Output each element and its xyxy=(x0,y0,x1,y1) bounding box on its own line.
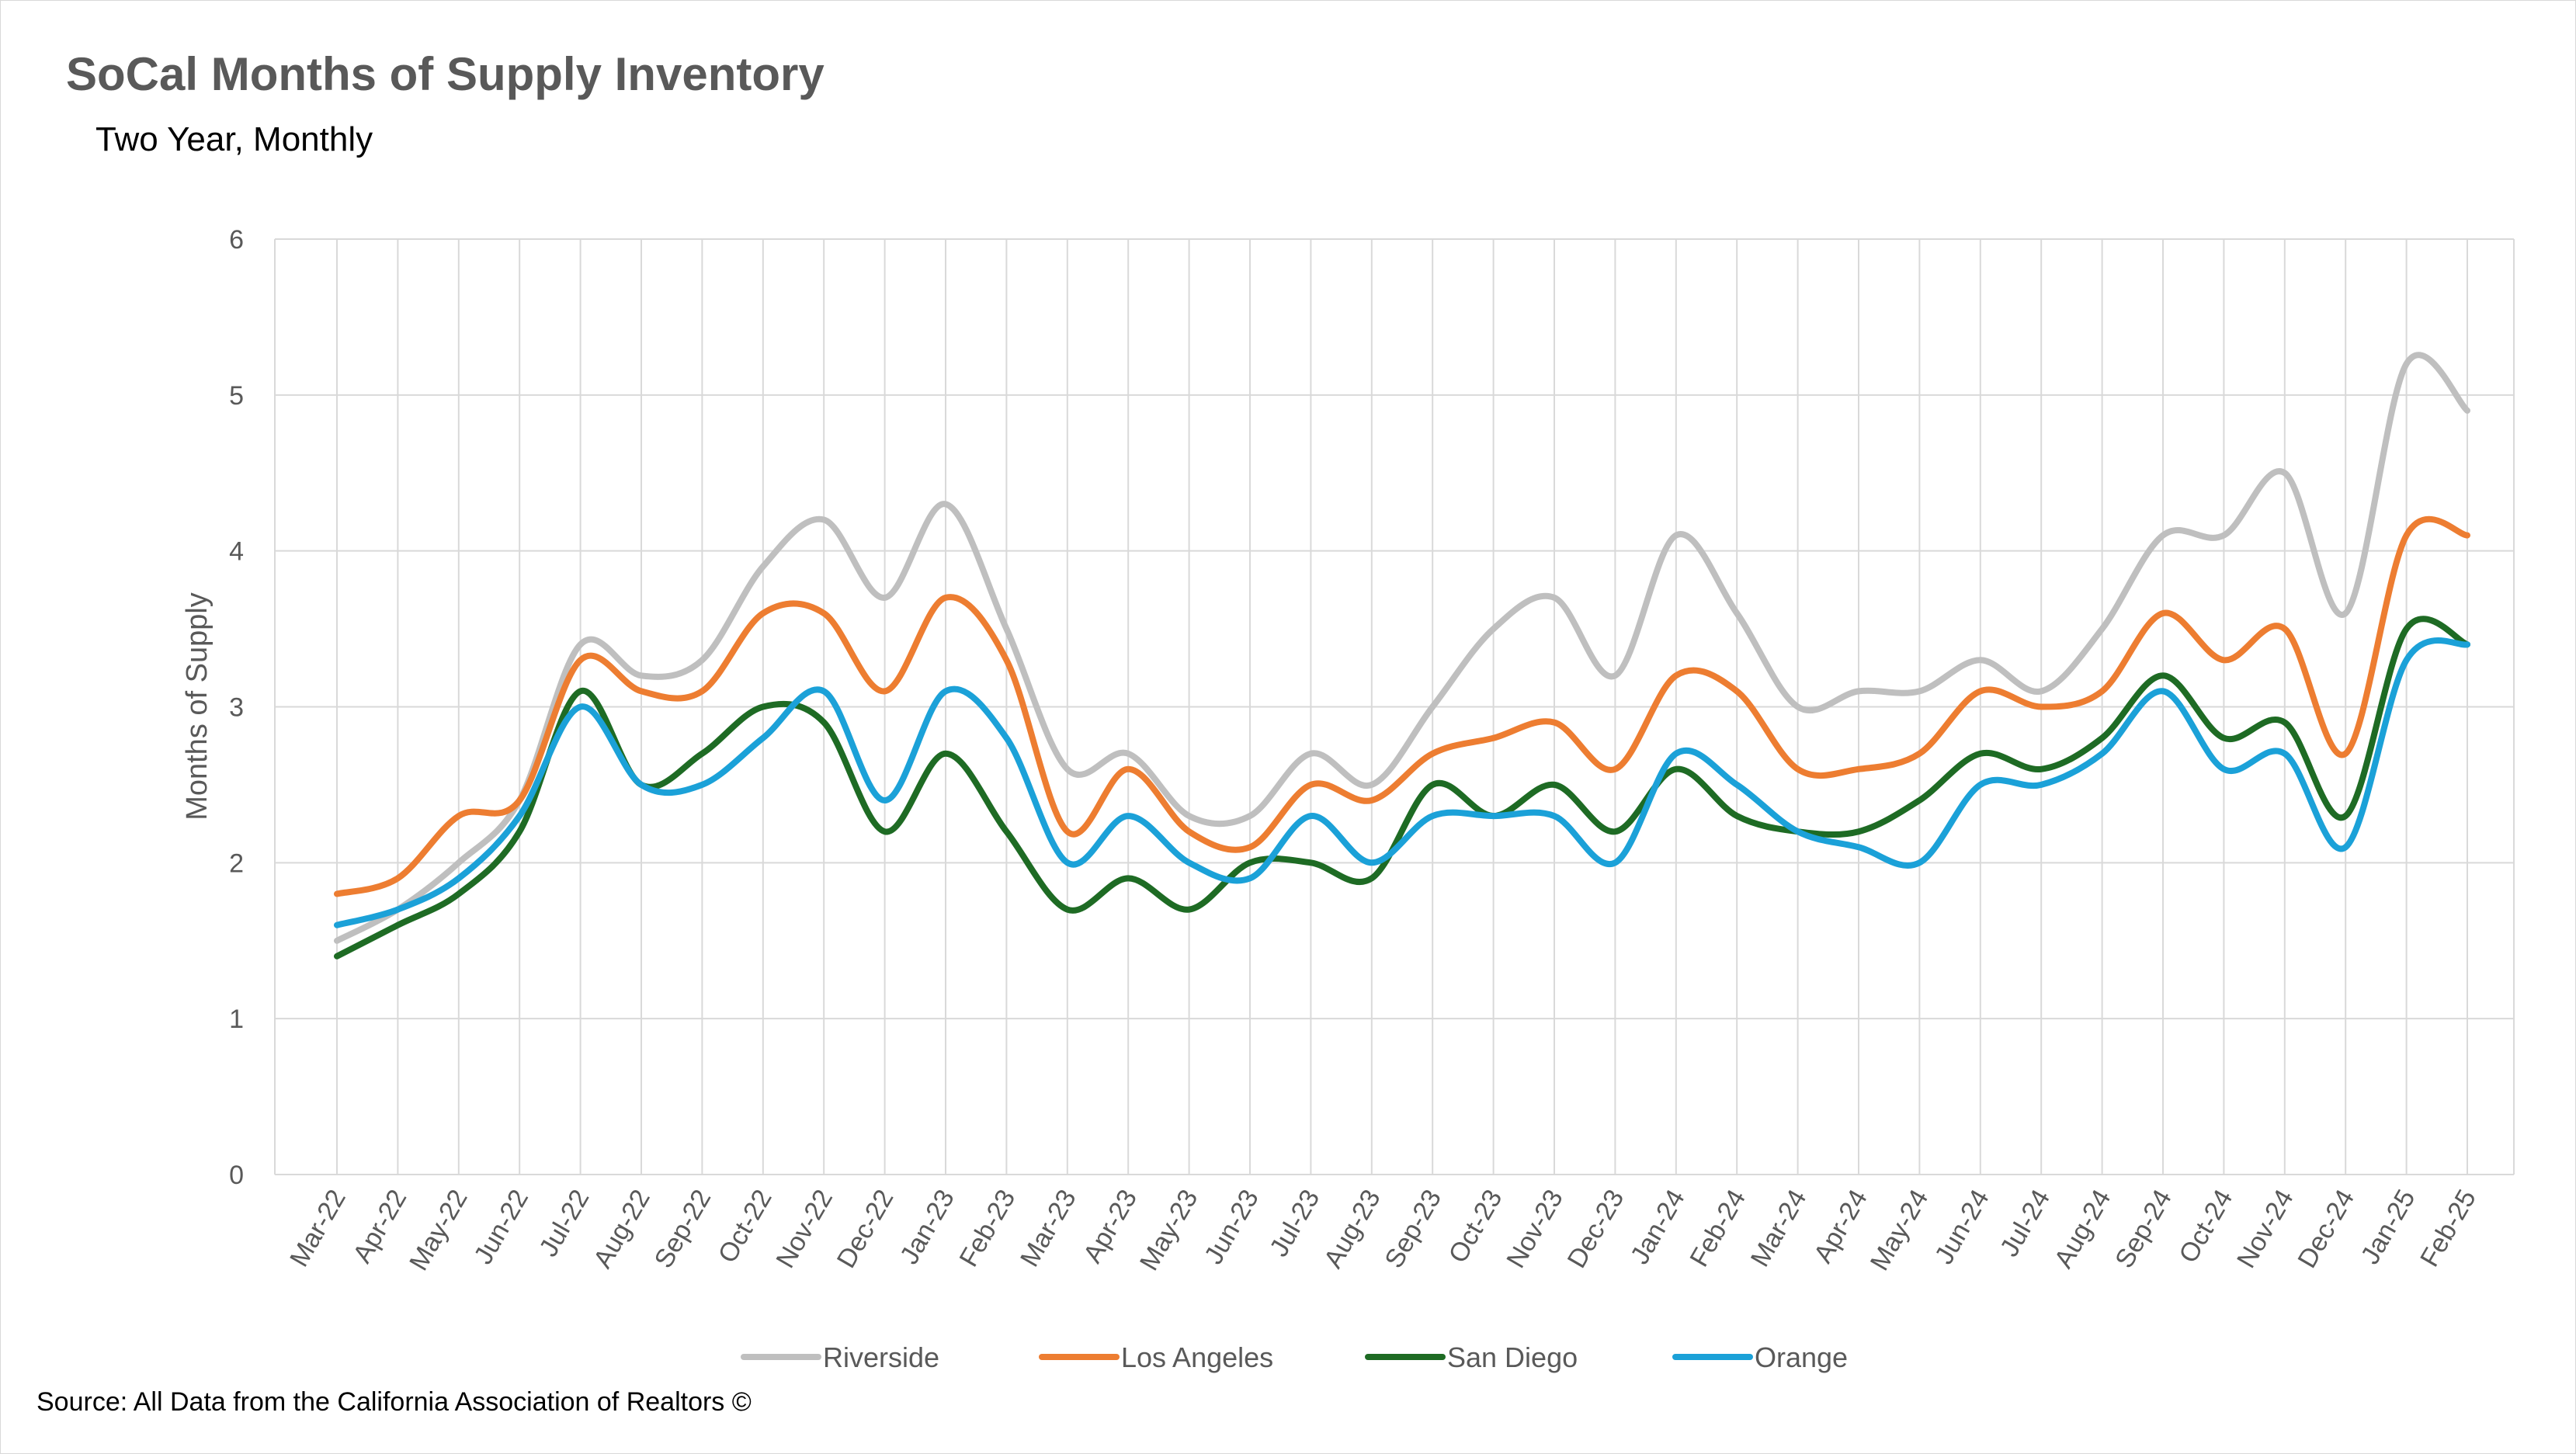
x-tick-label: Feb-24 xyxy=(1684,1185,1751,1272)
y-tick-label: 4 xyxy=(229,537,244,567)
x-tick-label: Sep-24 xyxy=(2109,1185,2178,1273)
x-tick-label: Oct-23 xyxy=(1443,1185,1508,1268)
x-tick-label: Dec-24 xyxy=(2292,1185,2360,1273)
x-tick-label: Dec-23 xyxy=(1562,1185,1630,1273)
x-tick-label: Oct-24 xyxy=(2173,1185,2238,1268)
legend: Riverside Los Angeles San Diego Orange xyxy=(741,1341,1848,1373)
x-tick-label: Oct-22 xyxy=(713,1185,778,1268)
legend-label-riverside: Riverside xyxy=(823,1341,939,1373)
x-tick-label: Jul-22 xyxy=(533,1185,595,1261)
y-tick-label: 0 xyxy=(229,1161,244,1190)
series-line-riverside xyxy=(334,352,2470,944)
x-tick-label: Jul-23 xyxy=(1264,1185,1325,1261)
y-axis-label: Months of Supply xyxy=(181,592,214,821)
x-tick-label: Jun-23 xyxy=(1199,1185,1265,1269)
x-tick-label: Nov-22 xyxy=(770,1185,838,1273)
series-line-los-angeles xyxy=(334,515,2470,897)
x-tick-label: Aug-22 xyxy=(588,1185,656,1273)
y-axis-ticks: 0 1 2 3 4 5 6 xyxy=(229,225,244,1190)
y-tick-label: 3 xyxy=(229,693,244,723)
x-tick-label: Nov-24 xyxy=(2231,1185,2300,1273)
x-tick-label: Sep-23 xyxy=(1379,1185,1447,1273)
x-tick-label: Apr-23 xyxy=(1078,1185,1143,1268)
y-tick-label: 2 xyxy=(229,848,244,878)
x-tick-label: Apr-22 xyxy=(347,1185,412,1268)
series-line-orange xyxy=(334,637,2470,928)
x-tick-label: May-24 xyxy=(1865,1185,1935,1275)
chart-title: SoCal Months of Supply Inventory xyxy=(66,48,825,100)
x-tick-label: Jun-22 xyxy=(468,1185,534,1269)
x-tick-label: Jul-24 xyxy=(1994,1185,2056,1261)
y-tick-label: 5 xyxy=(229,381,244,411)
x-tick-label: Apr-24 xyxy=(1808,1185,1873,1268)
x-tick-label: Mar-22 xyxy=(284,1185,352,1272)
x-tick-label: Feb-25 xyxy=(2415,1185,2482,1272)
legend-label-orange: Orange xyxy=(1755,1341,1848,1373)
x-tick-label: Aug-24 xyxy=(2049,1185,2117,1273)
x-tick-label: Feb-23 xyxy=(954,1185,1022,1272)
chart-subtitle: Two Year, Monthly xyxy=(95,120,373,158)
x-tick-label: Jan-23 xyxy=(894,1185,960,1269)
x-tick-label: Jan-24 xyxy=(1625,1185,1691,1269)
x-tick-label: Mar-24 xyxy=(1745,1185,1813,1272)
x-tick-label: Dec-22 xyxy=(831,1185,900,1273)
x-tick-label: Sep-22 xyxy=(649,1185,717,1273)
x-tick-label: Mar-23 xyxy=(1015,1185,1082,1272)
y-tick-label: 6 xyxy=(229,225,244,255)
series-lines xyxy=(334,352,2470,960)
x-tick-label: Jan-25 xyxy=(2356,1185,2422,1269)
x-tick-label: May-23 xyxy=(1134,1185,1204,1275)
source-note: Source: All Data from the California Ass… xyxy=(36,1387,752,1417)
y-tick-label: 1 xyxy=(229,1005,244,1034)
x-tick-label: Jun-24 xyxy=(1929,1185,1995,1269)
series-line-san-diego xyxy=(334,616,2470,960)
x-tick-label: Aug-23 xyxy=(1318,1185,1387,1273)
x-tick-label: Nov-23 xyxy=(1501,1185,1569,1273)
legend-label-san-diego: San Diego xyxy=(1447,1341,1578,1373)
x-tick-label: May-22 xyxy=(404,1185,474,1275)
legend-label-los-angeles: Los Angeles xyxy=(1121,1341,1273,1373)
